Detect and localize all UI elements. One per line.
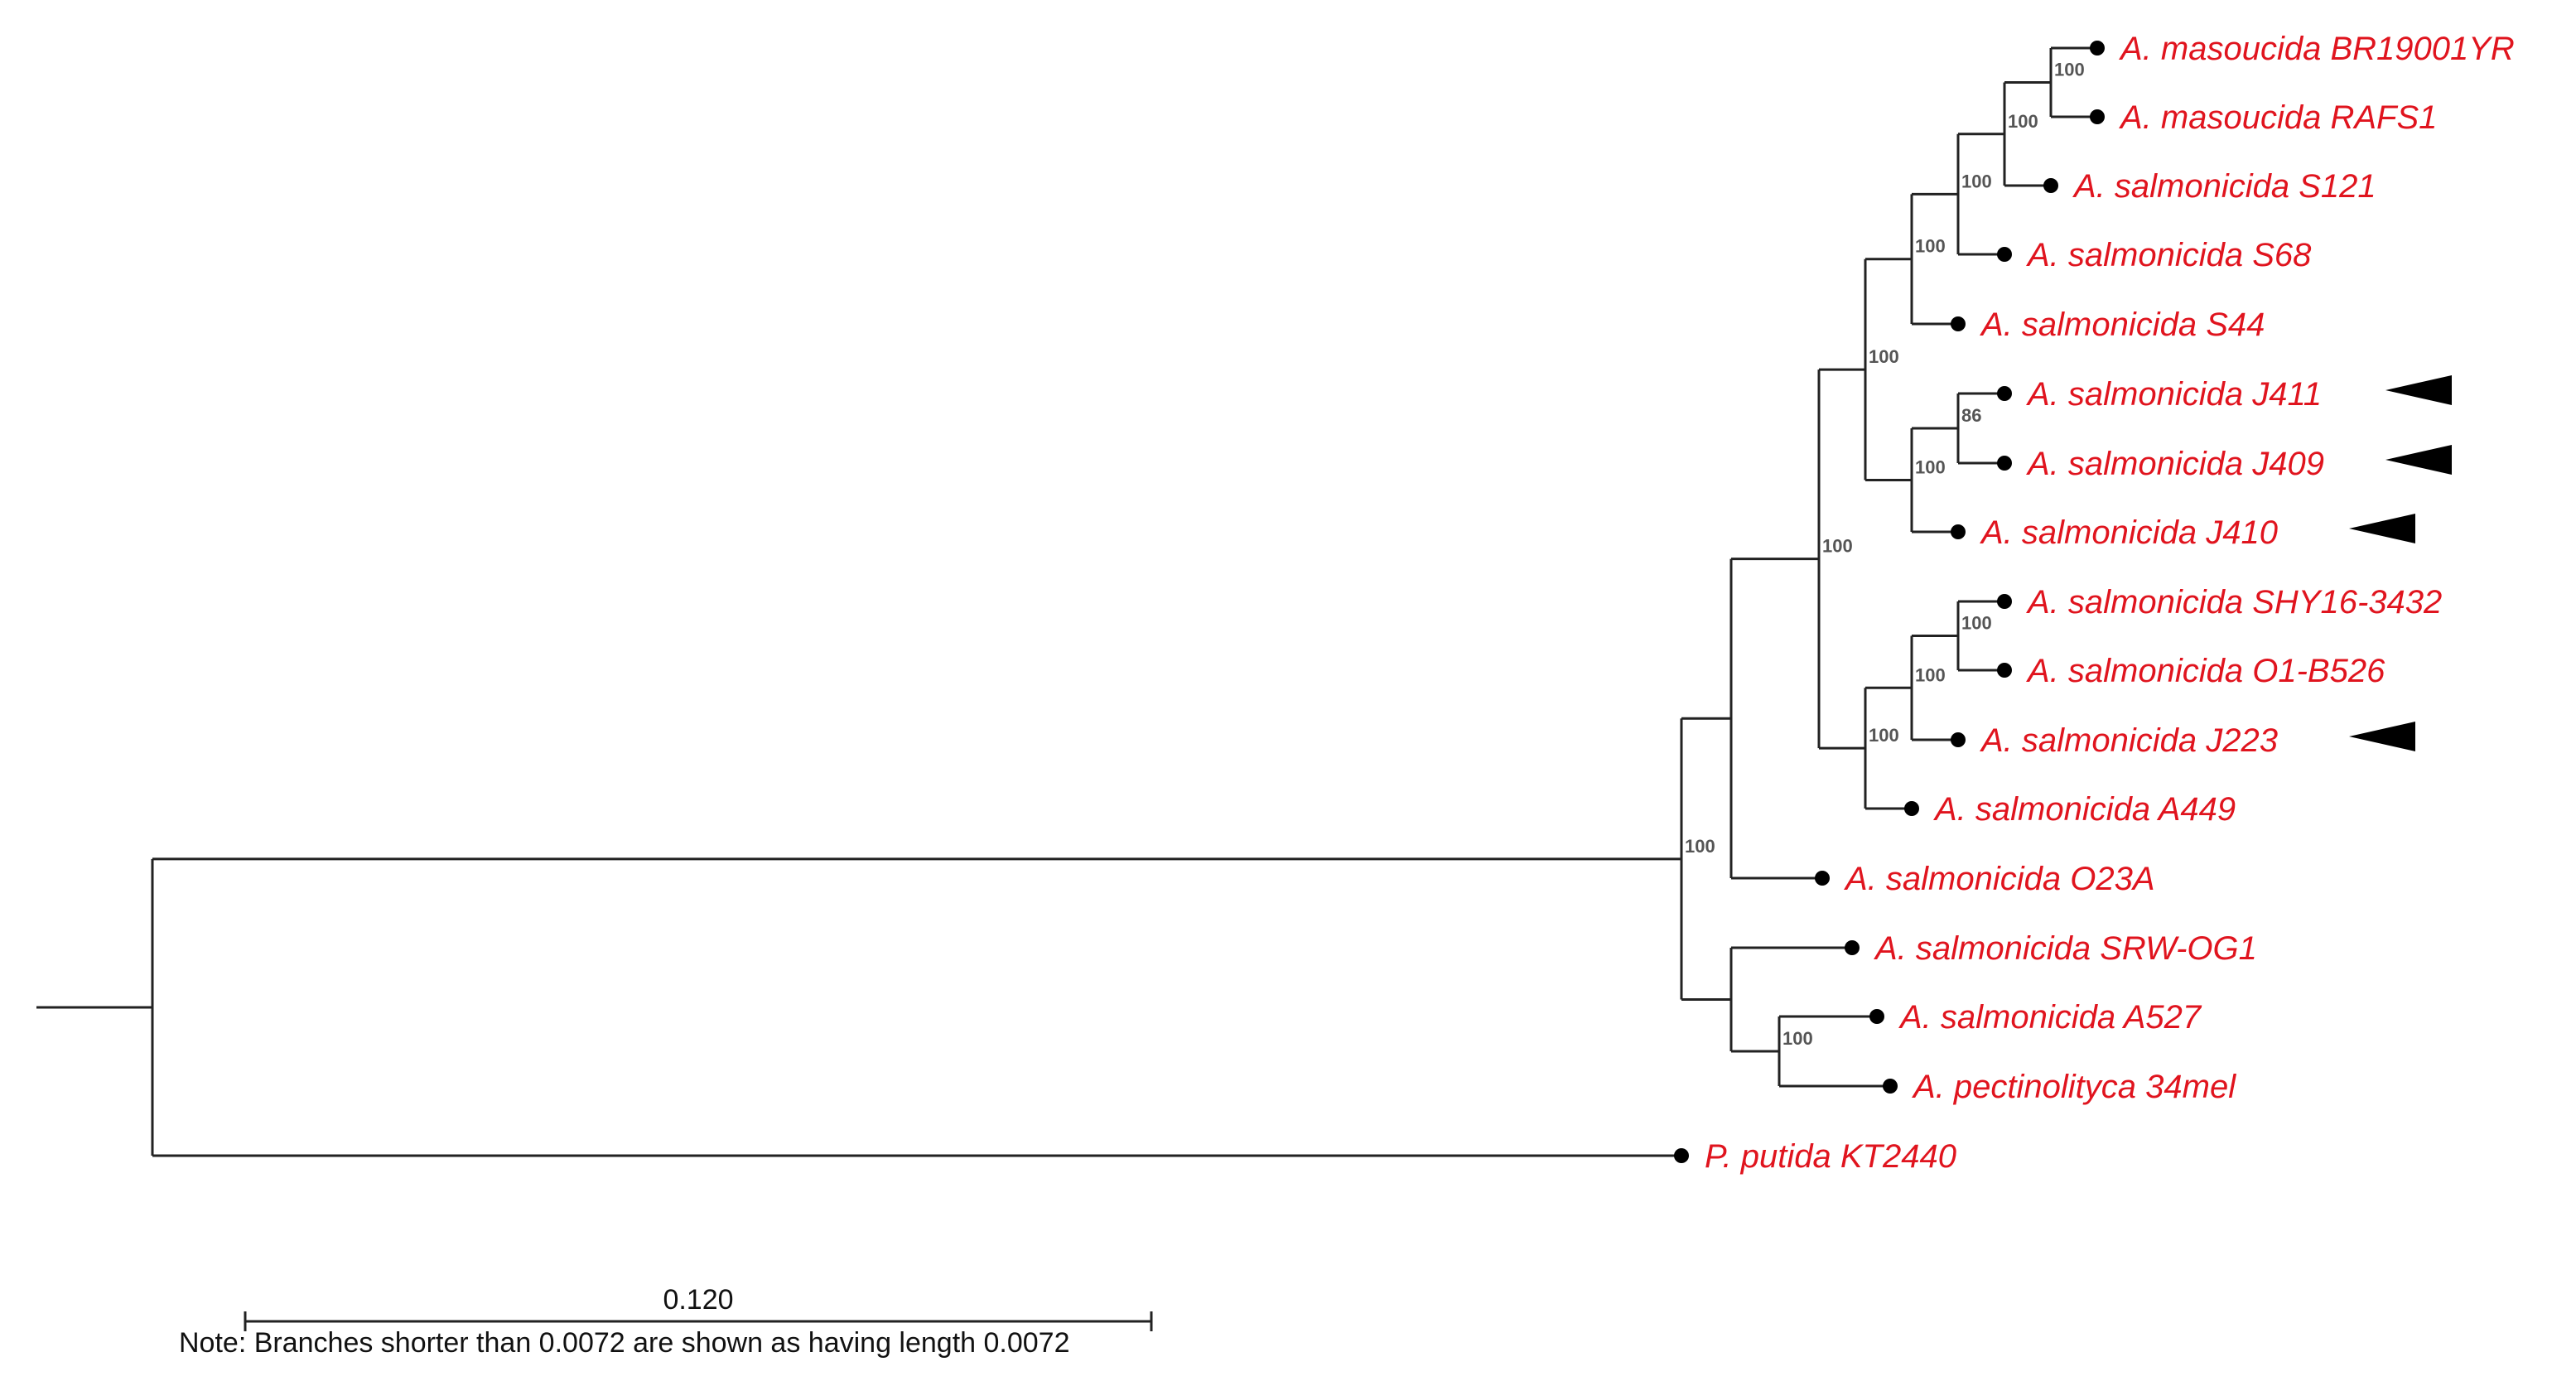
highlight-arrow-marker <box>2385 375 2452 405</box>
tip-node-dot <box>2090 109 2105 124</box>
tip-node-dot <box>1951 732 1966 747</box>
bootstrap-value: 100 <box>2008 111 2038 132</box>
tip-node-dot <box>1951 316 1966 331</box>
taxon-label: A. salmonicida J223 <box>1980 722 2278 759</box>
bootstrap-value: 100 <box>1822 536 1853 557</box>
tip-node-dot <box>2043 178 2058 193</box>
tip-node-dot <box>1869 1009 1884 1024</box>
bootstrap-value: 100 <box>1782 1028 1813 1049</box>
taxon-label: A. pectinolityca 34mel <box>1912 1069 2236 1105</box>
tree-branches <box>36 46 2097 1157</box>
tip-node-dot <box>1674 1148 1689 1163</box>
bootstrap-value: 100 <box>1869 346 1899 367</box>
taxon-label: A. salmonicida A527 <box>1898 999 2202 1036</box>
bootstrap-value: 100 <box>1869 725 1899 746</box>
taxon-label: A. masoucida RAFS1 <box>2119 99 2437 136</box>
scale-bar: 0.120 Note: Branches shorter than 0.0072… <box>179 1284 1153 1359</box>
tip-node-dot <box>1951 524 1966 539</box>
tip-node-dot <box>1883 1079 1898 1094</box>
tip-node-dot <box>1997 594 2012 609</box>
tip-node-dot <box>2090 41 2105 56</box>
bootstrap-value: 100 <box>1961 613 1992 634</box>
tip-node-dot <box>1997 663 2012 678</box>
bootstrap-value: 100 <box>1915 664 1946 685</box>
taxon-label: A. salmonicida SHY16-3432 <box>2026 584 2442 620</box>
tip-node-dot <box>1997 386 2012 401</box>
scale-bar-value: 0.120 <box>663 1284 733 1316</box>
taxon-label: P. putida KT2440 <box>1705 1138 1956 1175</box>
taxon-label: A. salmonicida SRW-OG1 <box>1874 930 2257 967</box>
bootstrap-value: 100 <box>1685 836 1715 857</box>
highlight-arrow-marker <box>2349 514 2415 543</box>
taxon-label: A. salmonicida S44 <box>1980 307 2265 343</box>
scale-note: Note: Branches shorter than 0.0072 are s… <box>179 1327 1070 1359</box>
taxon-label: A. masoucida BR19001YR <box>2119 31 2515 67</box>
tip-node-dot <box>1904 801 1919 816</box>
tip-node-dot <box>1815 871 1830 886</box>
taxon-label: A. salmonicida J411 <box>2026 376 2322 413</box>
highlight-arrow-marker <box>2385 445 2452 475</box>
bootstrap-value: 100 <box>1915 236 1946 257</box>
taxon-label: A. salmonicida O23A <box>1844 861 2155 897</box>
taxon-label: A. salmonicida J410 <box>1980 514 2278 551</box>
bootstrap-value: 100 <box>1961 171 1992 191</box>
taxon-label: A. salmonicida A449 <box>1933 791 2236 828</box>
bootstrap-value: 100 <box>1915 457 1946 478</box>
taxon-label: A. salmonicida J409 <box>2026 446 2324 482</box>
taxon-label: A. salmonicida O1-B526 <box>2026 653 2385 689</box>
taxon-label: A. salmonicida S121 <box>2072 168 2376 205</box>
taxon-label: A. salmonicida S68 <box>2026 237 2312 273</box>
bootstrap-values: 100 100 100 100 100 100 100 100 86 100 100 100 100 <box>1685 60 2085 1050</box>
bootstrap-value: 86 <box>1961 405 1981 426</box>
bootstrap-value: 100 <box>2054 60 2085 80</box>
tip-labels: A. masoucida BR19001YR A. masoucida RAFS1… <box>1674 31 2515 1175</box>
tip-node-dot <box>1997 456 2012 471</box>
highlight-arrow-marker <box>2349 722 2415 751</box>
tip-node-dot <box>1997 247 2012 262</box>
tip-node-dot <box>1845 940 1860 955</box>
